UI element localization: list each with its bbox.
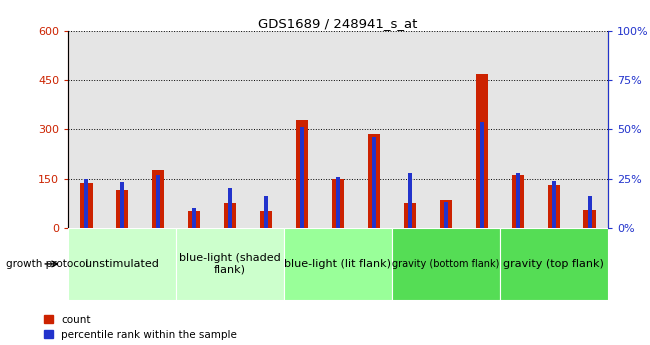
Legend: count, percentile rank within the sample: count, percentile rank within the sample bbox=[44, 315, 237, 340]
Bar bbox=[300, 127, 304, 228]
Bar bbox=[284, 31, 320, 228]
Bar bbox=[224, 203, 237, 228]
Bar bbox=[588, 196, 592, 228]
Bar bbox=[296, 119, 308, 228]
Bar bbox=[248, 31, 284, 228]
Bar bbox=[476, 73, 488, 228]
Bar bbox=[332, 178, 344, 228]
Bar bbox=[547, 185, 560, 228]
Bar bbox=[500, 228, 608, 300]
Bar bbox=[404, 203, 416, 228]
Bar bbox=[584, 210, 596, 228]
Bar bbox=[515, 172, 520, 228]
Bar bbox=[80, 184, 92, 228]
Bar bbox=[140, 31, 176, 228]
Bar bbox=[500, 31, 536, 228]
Bar bbox=[336, 177, 340, 228]
Bar bbox=[320, 31, 356, 228]
Bar bbox=[372, 137, 376, 228]
Bar bbox=[368, 134, 380, 228]
Bar bbox=[464, 31, 500, 228]
Bar bbox=[68, 31, 104, 228]
Bar bbox=[392, 228, 500, 300]
Text: unstimulated: unstimulated bbox=[85, 259, 159, 269]
Bar bbox=[116, 190, 129, 228]
Bar bbox=[552, 180, 556, 228]
Bar bbox=[536, 31, 572, 228]
Bar bbox=[120, 183, 124, 228]
Bar bbox=[512, 175, 524, 228]
Bar bbox=[480, 121, 484, 228]
Bar bbox=[444, 202, 448, 228]
Bar bbox=[68, 228, 176, 300]
Bar bbox=[439, 200, 452, 228]
Text: gravity (bottom flank): gravity (bottom flank) bbox=[392, 259, 500, 269]
Bar bbox=[188, 211, 200, 228]
Bar bbox=[84, 178, 88, 228]
Bar bbox=[392, 31, 428, 228]
Title: GDS1689 / 248941_s_at: GDS1689 / 248941_s_at bbox=[258, 17, 418, 30]
Text: blue-light (shaded
flank): blue-light (shaded flank) bbox=[179, 253, 281, 275]
Bar bbox=[572, 31, 608, 228]
Bar bbox=[104, 31, 140, 228]
Bar bbox=[176, 228, 284, 300]
Bar bbox=[260, 211, 272, 228]
Bar bbox=[176, 31, 212, 228]
Bar bbox=[156, 175, 161, 228]
Bar bbox=[408, 172, 412, 228]
Bar bbox=[212, 31, 248, 228]
Bar bbox=[152, 170, 164, 228]
Bar bbox=[192, 208, 196, 228]
Bar bbox=[356, 31, 392, 228]
Text: blue-light (lit flank): blue-light (lit flank) bbox=[285, 259, 391, 269]
Bar bbox=[428, 31, 464, 228]
Bar bbox=[284, 228, 392, 300]
Bar bbox=[264, 196, 268, 228]
Bar bbox=[228, 188, 232, 228]
Text: gravity (top flank): gravity (top flank) bbox=[503, 259, 604, 269]
Text: growth protocol: growth protocol bbox=[6, 259, 89, 269]
